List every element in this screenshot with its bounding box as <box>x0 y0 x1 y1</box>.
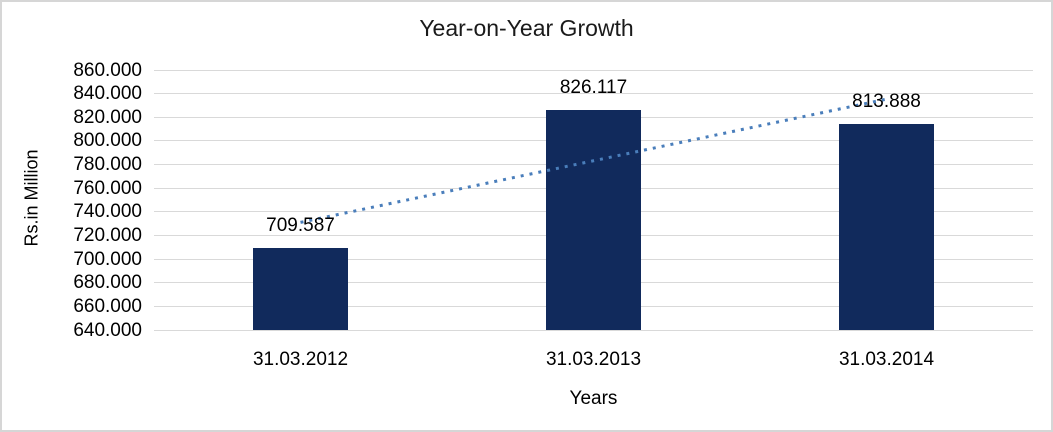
bar <box>253 247 348 330</box>
y-tick-label: 780.000 <box>73 154 142 176</box>
y-tick-label: 760.000 <box>73 177 142 199</box>
y-tick-label: 820.000 <box>73 106 142 128</box>
y-gridline <box>154 329 1033 331</box>
bar <box>546 110 641 330</box>
y-tick-label: 680.000 <box>73 272 142 294</box>
bar-value-label: 813.888 <box>852 91 921 113</box>
y-tick-label: 860.000 <box>73 59 142 81</box>
y-gridline <box>154 69 1033 71</box>
bar-value-label: 709.587 <box>266 214 335 236</box>
y-tick-label: 840.000 <box>73 83 142 105</box>
x-tick-label: 31.03.2012 <box>252 349 349 370</box>
bar-value-label: 826.117 <box>559 77 628 99</box>
chart-title: Year-on-Year Growth <box>419 15 634 41</box>
y-tick-label: 640.000 <box>73 319 142 341</box>
bar <box>839 124 934 330</box>
x-tick-label: 31.03.2013 <box>545 349 642 370</box>
y-tick-label: 800.000 <box>73 130 142 152</box>
y-tick-label: 660.000 <box>73 295 142 317</box>
y-tick-label: 740.000 <box>73 201 142 223</box>
x-tick-label: 31.03.2014 <box>838 349 935 370</box>
y-gridline <box>154 93 1033 95</box>
y-tick-label: 720.000 <box>73 224 142 246</box>
y-tick-label: 700.000 <box>73 248 142 270</box>
x-axis-title: Years <box>569 388 618 409</box>
